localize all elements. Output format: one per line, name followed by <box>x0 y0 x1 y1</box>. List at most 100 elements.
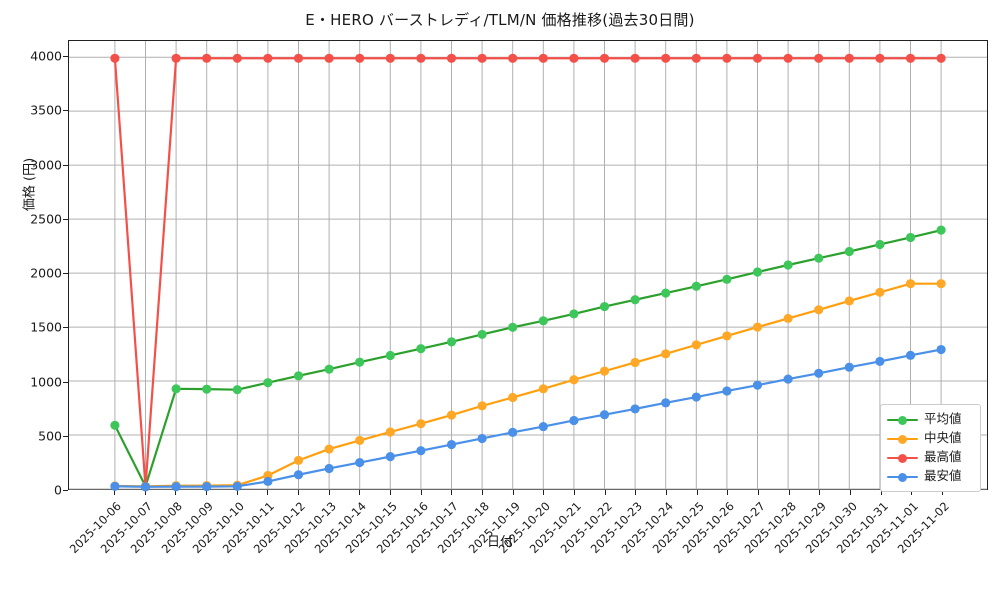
y-tick-label: 0 <box>54 482 62 498</box>
data-point-marker <box>722 386 732 396</box>
data-point-marker <box>385 427 395 437</box>
data-point-marker <box>110 53 120 63</box>
data-point-marker <box>752 267 763 277</box>
data-point-marker <box>661 398 671 408</box>
y-tick-label: 4000 <box>30 48 62 64</box>
x-tick-mark <box>788 490 790 495</box>
data-point-marker <box>691 53 701 63</box>
y-tick-label: 3000 <box>30 157 62 173</box>
y-tick-mark <box>63 327 68 329</box>
x-tick-mark <box>543 490 545 495</box>
data-point-marker <box>752 380 763 390</box>
chart-legend[interactable]: 平均値 中央値 最高値 最安値 <box>880 404 981 492</box>
x-tick-mark <box>512 490 514 495</box>
plot-area <box>68 40 988 492</box>
legend-swatch-max-icon <box>887 451 918 465</box>
data-point-marker <box>232 53 242 63</box>
x-tick-mark <box>328 490 330 495</box>
data-point-marker <box>232 481 242 491</box>
series-line <box>113 57 943 488</box>
x-tick-mark <box>175 490 177 495</box>
y-tick-label: 2500 <box>30 211 62 227</box>
x-tick-mark <box>298 490 299 495</box>
data-point-marker <box>905 53 916 63</box>
data-point-marker <box>661 349 671 359</box>
data-point-marker <box>508 427 518 437</box>
data-point-marker <box>446 53 457 63</box>
y-tick-label: 1500 <box>30 319 62 335</box>
data-point-marker <box>569 415 579 426</box>
data-point-marker <box>110 481 120 491</box>
data-point-marker <box>814 253 824 263</box>
data-point-marker <box>385 350 395 361</box>
legend-label-median: 中央値 <box>924 430 962 446</box>
data-point-marker <box>477 329 487 339</box>
data-point-marker <box>477 53 487 63</box>
x-tick-mark <box>206 490 207 495</box>
data-point-marker <box>844 296 854 306</box>
data-point-marker <box>416 53 426 63</box>
data-point-marker <box>752 53 763 63</box>
series-line <box>113 282 943 488</box>
data-point-marker <box>569 53 579 63</box>
data-point-marker <box>905 350 916 360</box>
data-point-marker <box>355 53 365 63</box>
x-tick-mark <box>819 490 821 495</box>
data-point-marker <box>630 404 640 414</box>
data-point-marker <box>446 410 457 420</box>
y-tick-label: 500 <box>38 428 62 444</box>
x-tick-mark <box>574 490 575 495</box>
data-point-marker <box>263 476 273 487</box>
x-tick-mark <box>942 490 943 495</box>
data-point-marker <box>936 225 946 235</box>
data-point-marker <box>722 331 732 341</box>
x-tick-mark <box>666 490 667 495</box>
data-point-marker <box>722 53 732 63</box>
data-point-marker <box>446 337 457 347</box>
data-point-marker <box>599 301 610 312</box>
x-tick-mark <box>451 490 453 495</box>
data-point-marker <box>630 295 640 305</box>
legend-swatch-min-icon <box>887 470 918 484</box>
data-point-marker <box>936 344 946 355</box>
series-line <box>113 348 943 488</box>
data-point-marker <box>783 53 793 63</box>
legend-item-average: 平均値 <box>887 410 974 429</box>
x-tick-mark <box>758 490 759 495</box>
y-tick-mark <box>63 490 68 491</box>
data-point-marker <box>202 384 212 394</box>
data-point-marker <box>324 463 334 474</box>
x-tick-mark <box>604 490 606 495</box>
y-tick-mark <box>63 164 68 166</box>
data-point-marker <box>324 444 334 454</box>
y-tick-label: 1000 <box>30 374 62 390</box>
x-tick-mark <box>267 490 269 495</box>
data-point-marker <box>905 232 916 243</box>
data-point-marker <box>783 374 793 384</box>
data-point-marker <box>110 420 120 430</box>
data-point-marker <box>477 401 487 411</box>
data-point-marker <box>936 279 946 289</box>
x-tick-mark <box>635 490 637 495</box>
data-point-marker <box>752 322 763 332</box>
data-point-marker <box>691 281 701 291</box>
data-point-marker <box>599 366 610 376</box>
data-point-marker <box>630 357 640 368</box>
x-axis-tick-labels: 2025-10-06 2025-10-07 2025-10-08 2025-10-09… <box>67 490 988 580</box>
data-point-marker <box>844 53 854 63</box>
x-tick-mark <box>144 490 146 495</box>
legend-swatch-average-icon <box>887 413 918 427</box>
data-point-marker <box>477 433 487 444</box>
data-point-marker <box>569 309 579 319</box>
data-point-marker <box>324 364 334 374</box>
legend-label-min: 最安値 <box>924 468 962 484</box>
data-point-marker <box>171 384 181 394</box>
data-point-marker <box>844 246 854 257</box>
data-point-marker <box>691 392 701 402</box>
data-point-marker <box>875 287 885 297</box>
series-line <box>113 229 943 488</box>
data-point-marker <box>691 340 701 350</box>
data-point-marker <box>202 53 212 63</box>
x-tick-mark <box>850 490 851 495</box>
